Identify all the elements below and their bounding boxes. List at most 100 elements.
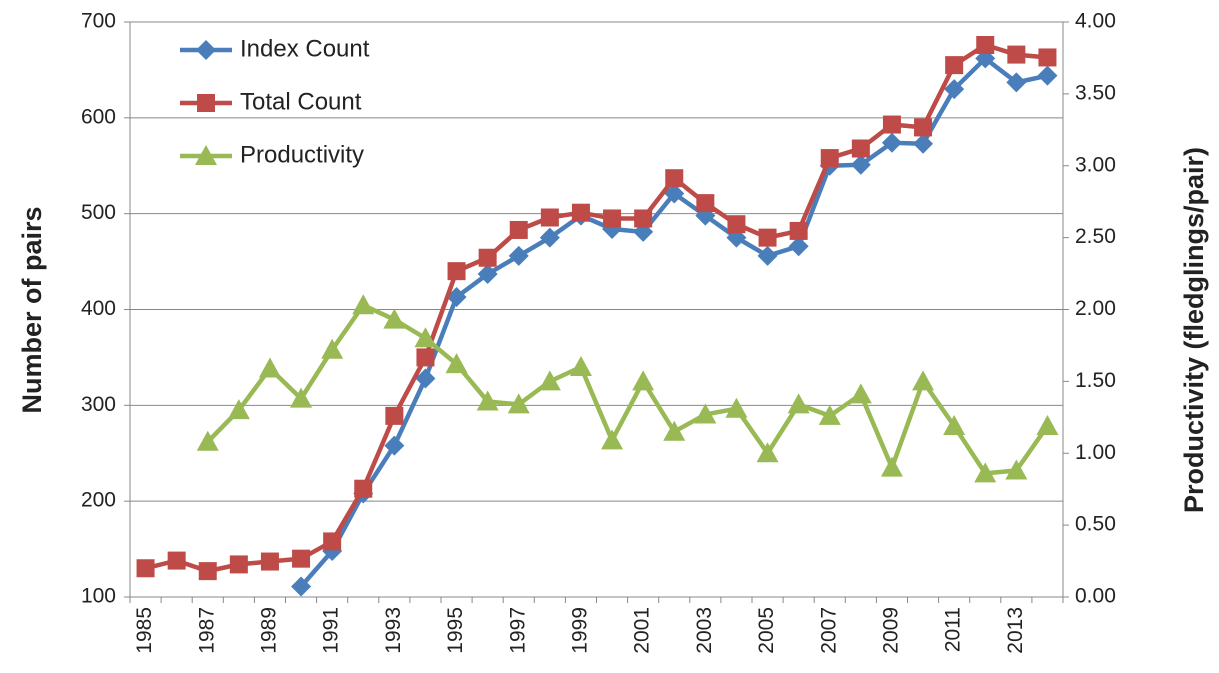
data-point bbox=[758, 228, 777, 247]
x-tick-label: 1997 bbox=[506, 607, 529, 654]
y-tick-label: 400 bbox=[81, 297, 116, 320]
data-point bbox=[1006, 72, 1027, 93]
y2-tick-label: 3.00 bbox=[1075, 153, 1116, 176]
data-point bbox=[912, 370, 935, 391]
data-point bbox=[882, 115, 901, 134]
x-tick-label: 2009 bbox=[879, 607, 902, 654]
legend-label: Productivity bbox=[240, 141, 364, 168]
data-point bbox=[1007, 45, 1026, 64]
data-point bbox=[818, 404, 841, 425]
data-point bbox=[945, 56, 964, 75]
data-point bbox=[414, 327, 437, 348]
data-point bbox=[851, 139, 870, 158]
data-point bbox=[383, 308, 406, 329]
data-point bbox=[538, 370, 561, 391]
legend-label: Index Count bbox=[240, 35, 370, 62]
y2-tick-label: 1.50 bbox=[1075, 369, 1116, 392]
y-tick-label: 700 bbox=[81, 10, 116, 33]
data-point bbox=[323, 532, 342, 551]
data-point bbox=[634, 209, 653, 228]
x-tick-label: 2001 bbox=[631, 607, 654, 654]
data-point bbox=[632, 370, 655, 391]
data-point bbox=[478, 248, 497, 267]
data-point bbox=[476, 390, 499, 411]
y2-tick-label: 1.00 bbox=[1075, 441, 1116, 464]
data-point bbox=[446, 287, 467, 308]
data-point bbox=[569, 356, 592, 376]
data-point bbox=[571, 203, 590, 222]
data-point bbox=[227, 399, 250, 420]
data-point bbox=[1005, 459, 1028, 480]
data-point bbox=[258, 357, 281, 378]
data-point bbox=[1038, 48, 1057, 67]
data-point bbox=[789, 221, 808, 240]
data-point bbox=[539, 227, 560, 248]
y-axis-title: Number of pairs bbox=[17, 206, 47, 413]
data-point bbox=[976, 36, 995, 54]
data-point bbox=[820, 149, 839, 168]
data-point bbox=[603, 209, 622, 228]
data-point bbox=[445, 353, 468, 374]
data-point bbox=[880, 456, 903, 477]
data-point bbox=[508, 245, 529, 266]
data-point bbox=[290, 387, 313, 408]
x-tick-label: 2013 bbox=[1004, 607, 1027, 654]
legend-label: Total Count bbox=[240, 88, 362, 115]
data-point bbox=[196, 430, 219, 451]
x-tick-label: 1995 bbox=[444, 607, 467, 654]
y-tick-label: 200 bbox=[81, 489, 116, 512]
data-point bbox=[1037, 65, 1058, 86]
data-point bbox=[354, 479, 373, 498]
data-point bbox=[787, 393, 810, 414]
y-tick-label: 100 bbox=[81, 585, 116, 608]
data-point bbox=[415, 368, 436, 389]
data-point bbox=[663, 420, 686, 441]
data-point bbox=[136, 559, 155, 578]
data-point bbox=[756, 442, 779, 463]
data-point bbox=[725, 397, 748, 418]
data-point bbox=[665, 169, 684, 188]
data-point bbox=[694, 403, 717, 424]
x-tick-label: 1999 bbox=[568, 607, 591, 654]
data-point bbox=[788, 236, 809, 257]
y-tick-label: 300 bbox=[81, 393, 116, 416]
y-tick-label: 500 bbox=[81, 201, 116, 224]
legend-marker bbox=[195, 145, 217, 165]
data-point bbox=[850, 154, 871, 175]
data-point bbox=[540, 208, 559, 227]
data-point bbox=[198, 562, 217, 581]
data-point bbox=[974, 462, 997, 483]
y-tick-label: 600 bbox=[81, 105, 116, 128]
data-point bbox=[385, 406, 404, 425]
data-point bbox=[384, 435, 405, 456]
data-point bbox=[507, 393, 530, 414]
legend-marker bbox=[196, 40, 216, 60]
data-point bbox=[477, 264, 498, 285]
x-tick-label: 2003 bbox=[693, 607, 716, 654]
data-point bbox=[291, 576, 312, 597]
x-tick-label: 2005 bbox=[755, 607, 778, 654]
series-line bbox=[145, 42, 1048, 574]
data-point bbox=[321, 338, 344, 359]
data-point bbox=[352, 294, 375, 315]
x-tick-label: 1989 bbox=[257, 607, 280, 654]
data-point bbox=[601, 429, 624, 450]
series-line bbox=[299, 56, 1048, 588]
data-point bbox=[849, 383, 872, 404]
y2-tick-label: 0.50 bbox=[1075, 513, 1116, 536]
data-point bbox=[229, 555, 248, 574]
data-point bbox=[509, 220, 528, 239]
x-tick-label: 1985 bbox=[133, 607, 156, 654]
data-point bbox=[944, 79, 965, 100]
x-tick-label: 1993 bbox=[382, 607, 405, 654]
data-point bbox=[881, 132, 902, 153]
x-tick-label: 1987 bbox=[195, 607, 218, 654]
data-point bbox=[292, 549, 311, 568]
data-point bbox=[260, 552, 279, 571]
y2-tick-label: 3.50 bbox=[1075, 81, 1116, 104]
y2-tick-label: 2.50 bbox=[1075, 225, 1116, 248]
y2-tick-label: 2.00 bbox=[1075, 297, 1116, 320]
data-point bbox=[727, 215, 746, 234]
data-point bbox=[757, 245, 778, 266]
